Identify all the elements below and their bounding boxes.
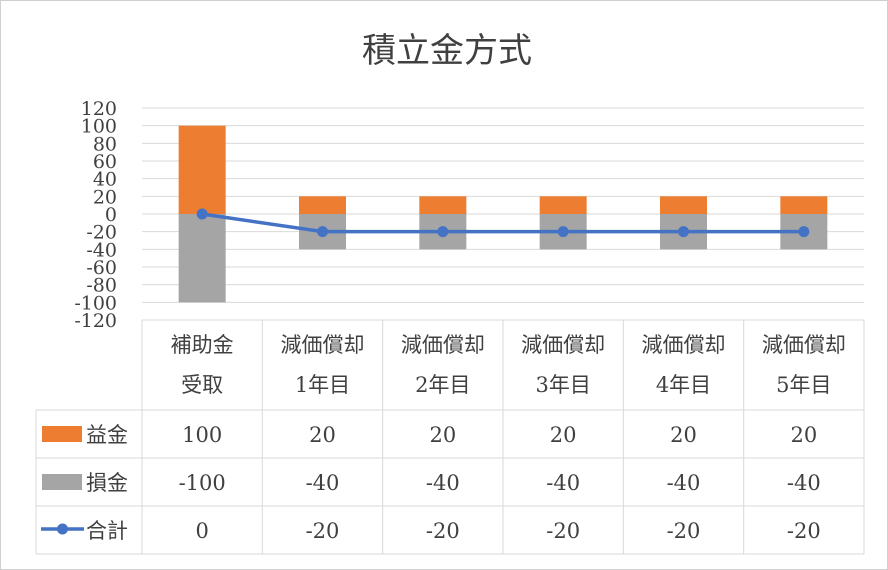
series-line (201, 212, 804, 234)
data-label: -40 (306, 471, 340, 495)
bar (539, 196, 587, 214)
data-label: -20 (426, 519, 460, 543)
data-point (196, 208, 208, 220)
category-label: 受取 (181, 373, 223, 397)
y-tick-label: 120 (81, 98, 117, 120)
data-label: -20 (306, 519, 340, 543)
chart-title: 積立金方式 (362, 31, 532, 71)
category-label: 3年目 (535, 373, 590, 397)
y-tick-label: 40 (93, 169, 117, 191)
y-tick-label: -40 (86, 239, 117, 261)
data-point (798, 226, 810, 238)
bar (780, 196, 828, 214)
data-point (678, 226, 689, 238)
data-label: 20 (550, 423, 577, 447)
data-point (317, 226, 328, 238)
y-tick-label: -80 (86, 275, 117, 297)
category-label: 5年目 (776, 373, 831, 397)
data-label: -40 (667, 471, 701, 495)
legend-entry: 合計 (86, 519, 128, 543)
category-label: 1年目 (295, 373, 350, 397)
data-label: -40 (546, 471, 580, 495)
data-label: 20 (429, 423, 456, 447)
category-label: 減価償却 (762, 333, 846, 357)
y-tick-label: 80 (93, 133, 117, 155)
y-tick-label: -60 (86, 257, 117, 279)
data-label: 20 (309, 423, 336, 447)
legend-key-2 (42, 474, 82, 490)
bar-layer (178, 125, 828, 303)
bar (419, 196, 467, 214)
data-point (557, 226, 569, 238)
category-label: 4年目 (656, 373, 711, 397)
bar (299, 196, 346, 214)
data-label: -40 (787, 471, 821, 495)
y-tick-label: -100 (74, 292, 117, 314)
category-label: 減価償却 (521, 333, 605, 357)
line-layer (196, 208, 810, 238)
data-label: 20 (790, 423, 817, 447)
category-label: 減価償却 (642, 333, 726, 357)
bar (178, 214, 226, 303)
legend-key-marker (57, 523, 68, 535)
y-tick-label: -120 (74, 310, 117, 332)
data-label: 20 (670, 423, 697, 447)
data-label: -40 (426, 471, 460, 495)
legend-entry: 益金 (86, 423, 128, 447)
data-label: -20 (546, 519, 580, 543)
data-point (437, 226, 449, 238)
legend-entry: 損金 (86, 471, 128, 495)
data-label: 0 (195, 519, 208, 543)
data-label: 100 (182, 423, 222, 447)
category-label: 減価償却 (281, 333, 365, 357)
category-label: 減価償却 (401, 333, 485, 357)
legend-key-1 (42, 426, 82, 442)
y-tick-label: -20 (86, 222, 117, 244)
y-tick-label: 20 (93, 186, 117, 208)
data-label: -100 (179, 471, 226, 495)
bar (178, 125, 226, 214)
y-tick-label: 100 (81, 116, 117, 138)
y-tick-label: 0 (105, 204, 117, 226)
data-label: -20 (787, 519, 821, 543)
category-label: 2年目 (415, 373, 470, 397)
y-tick-label: 60 (93, 151, 117, 173)
category-label: 補助金 (171, 333, 234, 357)
bar (660, 196, 707, 214)
data-label: -20 (667, 519, 701, 543)
